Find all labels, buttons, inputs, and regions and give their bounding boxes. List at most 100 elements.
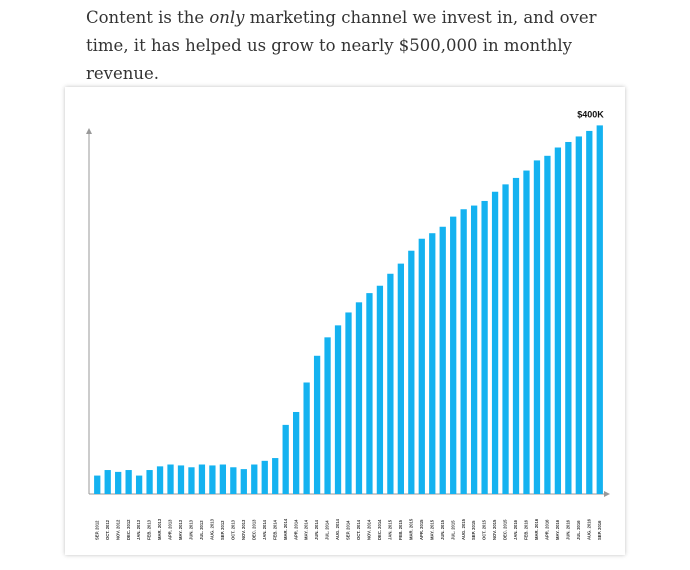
x-tick-label: NOV. 2015 bbox=[492, 519, 497, 540]
annotation: $400K bbox=[577, 109, 604, 119]
x-tick-label: MAR. 2014 bbox=[283, 518, 288, 540]
x-tick-label: SEP. 2016 bbox=[597, 520, 602, 540]
x-tick-label: DEC. 2015 bbox=[503, 519, 508, 540]
bar bbox=[575, 136, 582, 495]
bar bbox=[429, 233, 436, 494]
x-tick-label: APR. 2014 bbox=[293, 519, 298, 540]
x-tick-label: SEP. 2013 bbox=[220, 520, 225, 540]
bar bbox=[94, 475, 101, 494]
bar bbox=[230, 467, 237, 494]
x-tick-label: NOV. 2012 bbox=[115, 519, 120, 540]
x-tick-label: DEC. 2012 bbox=[126, 519, 131, 540]
bar bbox=[470, 205, 478, 494]
x-tick-label: JUL. 2016 bbox=[576, 520, 581, 540]
y-axis-arrow bbox=[86, 128, 92, 134]
bar bbox=[355, 302, 363, 494]
x-tick-label: SEP. 2012 bbox=[94, 520, 99, 540]
x-tick-label: MAY. 2014 bbox=[304, 519, 309, 540]
bar bbox=[596, 125, 603, 495]
x-axis-arrow bbox=[604, 491, 610, 497]
x-tick-label: JAN. 2013 bbox=[136, 519, 141, 540]
bar bbox=[219, 464, 227, 494]
paragraph: Content is the only marketing channel we… bbox=[86, 4, 616, 88]
bar bbox=[115, 471, 122, 494]
bar bbox=[491, 191, 499, 495]
x-tick-label: FEB. 2015 bbox=[398, 519, 403, 540]
bar bbox=[366, 293, 373, 494]
bar bbox=[418, 238, 425, 494]
x-tick-label: DEC. 2013 bbox=[251, 519, 256, 540]
bar bbox=[533, 160, 541, 494]
bar bbox=[303, 382, 310, 494]
bar bbox=[460, 209, 467, 495]
x-tick-label: AUG. 2016 bbox=[586, 518, 591, 540]
x-tick-label: SEP. 2014 bbox=[346, 520, 351, 540]
x-tick-label: FEB. 2013 bbox=[147, 519, 152, 540]
x-tick-label: MAY. 2015 bbox=[429, 519, 434, 540]
bar bbox=[334, 325, 342, 494]
bar bbox=[188, 467, 195, 494]
x-tick-label: NOV. 2014 bbox=[367, 519, 372, 540]
x-tick-label: OCT. 2015 bbox=[482, 519, 487, 540]
bar bbox=[586, 130, 593, 495]
bar bbox=[272, 458, 279, 494]
x-tick-label: NOV. 2013 bbox=[241, 519, 246, 540]
bar bbox=[167, 464, 174, 494]
bar bbox=[293, 411, 300, 494]
bar bbox=[554, 147, 562, 495]
bar bbox=[565, 141, 572, 495]
x-tick-label: APR. 2015 bbox=[419, 519, 424, 540]
emphasis: only bbox=[209, 8, 245, 27]
x-tick-label: MAR. 2015 bbox=[408, 518, 413, 540]
bar bbox=[502, 184, 509, 494]
bar bbox=[313, 355, 321, 494]
x-tick-label: JAN. 2014 bbox=[262, 519, 267, 540]
bar bbox=[156, 466, 164, 494]
x-tick-label: MAR. 2016 bbox=[534, 518, 539, 540]
x-tick-label: APR. 2016 bbox=[545, 519, 550, 540]
bar bbox=[523, 170, 530, 495]
bar bbox=[261, 460, 268, 494]
bar bbox=[198, 464, 206, 494]
bar bbox=[512, 177, 520, 494]
x-tick-label: FEB. 2016 bbox=[524, 519, 529, 540]
bar bbox=[251, 464, 258, 494]
x-tick-label: OCT. 2012 bbox=[105, 519, 110, 540]
x-tick-label: MAR. 2013 bbox=[157, 518, 162, 540]
x-tick-label: JUL. 2013 bbox=[199, 520, 204, 540]
text: marketing channel we invest in, and over… bbox=[86, 8, 597, 83]
x-tick-label: OCT. 2014 bbox=[356, 519, 361, 540]
bar bbox=[481, 200, 488, 494]
x-tick-label: JUN. 2014 bbox=[314, 519, 319, 540]
bar bbox=[104, 470, 111, 494]
bar bbox=[177, 465, 185, 494]
x-tick-label: FEB. 2014 bbox=[272, 519, 277, 540]
bar bbox=[439, 226, 446, 494]
x-tick-label: JUN. 2013 bbox=[189, 519, 194, 540]
x-tick-label: AUG. 2013 bbox=[210, 518, 215, 540]
bar bbox=[125, 470, 132, 494]
text: Content is the bbox=[86, 8, 210, 27]
x-tick-label: DEC. 2014 bbox=[377, 519, 382, 540]
bar bbox=[282, 424, 289, 494]
x-tick-label: JUN. 2016 bbox=[565, 519, 570, 540]
x-tick-label: JAN. 2016 bbox=[513, 519, 518, 540]
x-tick-label: OCT. 2013 bbox=[230, 519, 235, 540]
x-tick-label: SEP. 2015 bbox=[471, 520, 476, 540]
bar bbox=[146, 470, 153, 494]
x-tick-label: JAN. 2015 bbox=[387, 519, 392, 540]
bar bbox=[408, 250, 415, 494]
bar bbox=[240, 469, 247, 494]
x-tick-label: AUG. 2015 bbox=[461, 518, 466, 540]
bar bbox=[345, 312, 352, 494]
x-tick-label: JUL. 2014 bbox=[325, 520, 330, 540]
bar bbox=[376, 285, 384, 494]
x-tick-label: MAY. 2016 bbox=[555, 519, 560, 540]
bar bbox=[450, 216, 457, 494]
bar bbox=[397, 263, 404, 494]
x-tick-label: JUN. 2015 bbox=[440, 519, 445, 540]
x-tick-label: APR. 2013 bbox=[168, 519, 173, 540]
x-tick-label: JUL. 2015 bbox=[450, 520, 455, 540]
